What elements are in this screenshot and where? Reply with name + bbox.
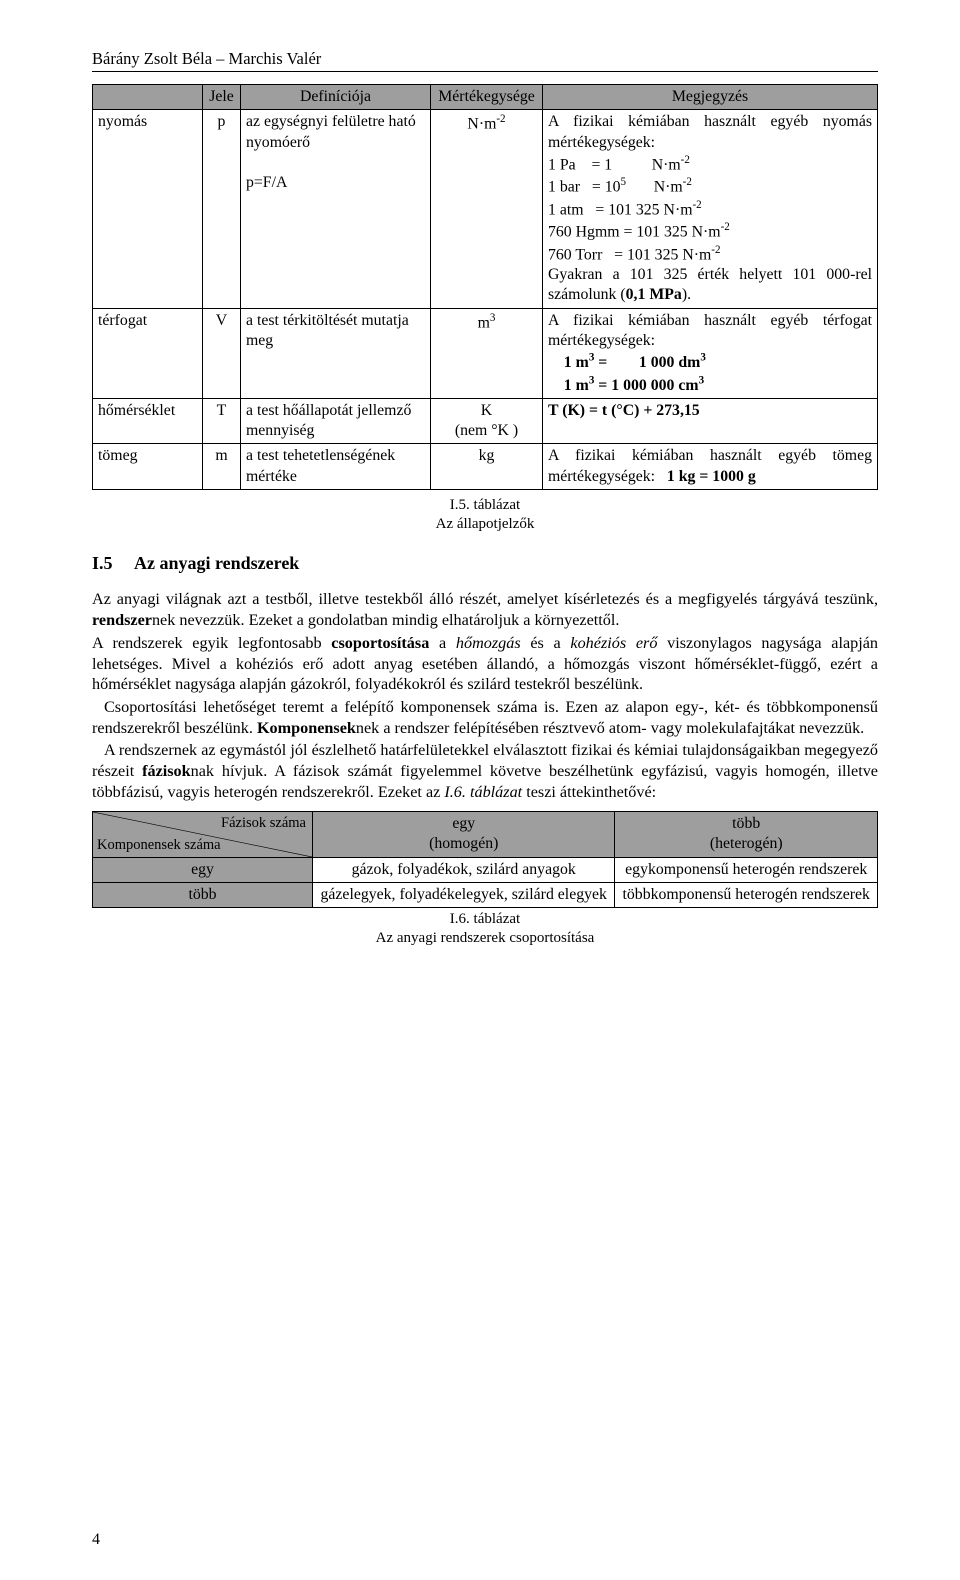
- table2-caption: I.6. táblázat Az anyagi rendszerek csopo…: [92, 910, 878, 948]
- row-note: A fizikai kémiában használt egyéb tömeg …: [543, 444, 878, 489]
- th-note: Megjegyzés: [543, 85, 878, 110]
- row2-col2: többkomponensű heterogén rendszerek: [615, 882, 878, 907]
- row-name: tömeg: [93, 444, 203, 489]
- th-unit: Mértékegysége: [431, 85, 543, 110]
- row1-label: egy: [93, 857, 313, 882]
- row-name: térfogat: [93, 308, 203, 398]
- row-unit: K(nem °K ): [431, 399, 543, 444]
- row-symbol: m: [203, 444, 241, 489]
- diag-top-label: Fázisok száma: [221, 814, 306, 833]
- row2-label: több: [93, 882, 313, 907]
- row-definition: a test hőállapotát jellemző mennyiség: [241, 399, 431, 444]
- section-title: I.5Az anyagi rendszerek: [92, 552, 878, 575]
- row2-col1: gázelegyek, folyadékelegyek, szilárd ele…: [313, 882, 615, 907]
- th-def: Definíciója: [241, 85, 431, 110]
- state-variables-table: Jele Definíciója Mértékegysége Megjegyzé…: [92, 84, 878, 490]
- col2-header: több(heterogén): [615, 811, 878, 857]
- phase-table-wrap: Fázisok száma Komponensek száma egy(homo…: [92, 811, 878, 908]
- para-2: A rendszerek egyik legfontosabb csoporto…: [92, 633, 878, 695]
- col1-header: egy(homogén): [313, 811, 615, 857]
- row-name: nyomás: [93, 110, 203, 308]
- page-number: 4: [92, 1530, 100, 1550]
- phase-table: Fázisok száma Komponensek száma egy(homo…: [92, 811, 878, 908]
- row-unit: kg: [431, 444, 543, 489]
- diag-bot-label: Komponensek száma: [97, 836, 221, 855]
- row1-col1: gázok, folyadékok, szilárd anyagok: [313, 857, 615, 882]
- row-note: A fizikai kémiában használt egyéb nyomás…: [543, 110, 878, 308]
- para-1: Az anyagi világnak azt a testből, illetv…: [92, 589, 878, 630]
- row-symbol: T: [203, 399, 241, 444]
- row-definition: a test tehetetlenségének mértéke: [241, 444, 431, 489]
- para-3: Csoportosítási lehetőséget teremt a felé…: [92, 697, 878, 738]
- para-4: A rendszernek az egymástól jól észlelhet…: [92, 740, 878, 802]
- row-symbol: V: [203, 308, 241, 398]
- row1-col2: egykomponensű heterogén rendszerek: [615, 857, 878, 882]
- row-note: A fizikai kémiában használt egyéb térfog…: [543, 308, 878, 398]
- page-header: Bárány Zsolt Béla – Marchis Valér: [92, 48, 878, 72]
- row-definition: az egységnyi felületre ható nyomóerőp=F/…: [241, 110, 431, 308]
- th-jele: Jele: [203, 85, 241, 110]
- row-unit: N·m-2: [431, 110, 543, 308]
- row-name: hőmérséklet: [93, 399, 203, 444]
- row-unit: m3: [431, 308, 543, 398]
- row-definition: a test térkitöltését mutatja meg: [241, 308, 431, 398]
- table1-caption: I.5. táblázat Az állapotjelzők: [92, 496, 878, 534]
- row-symbol: p: [203, 110, 241, 308]
- row-note: T (K) = t (°C) + 273,15: [543, 399, 878, 444]
